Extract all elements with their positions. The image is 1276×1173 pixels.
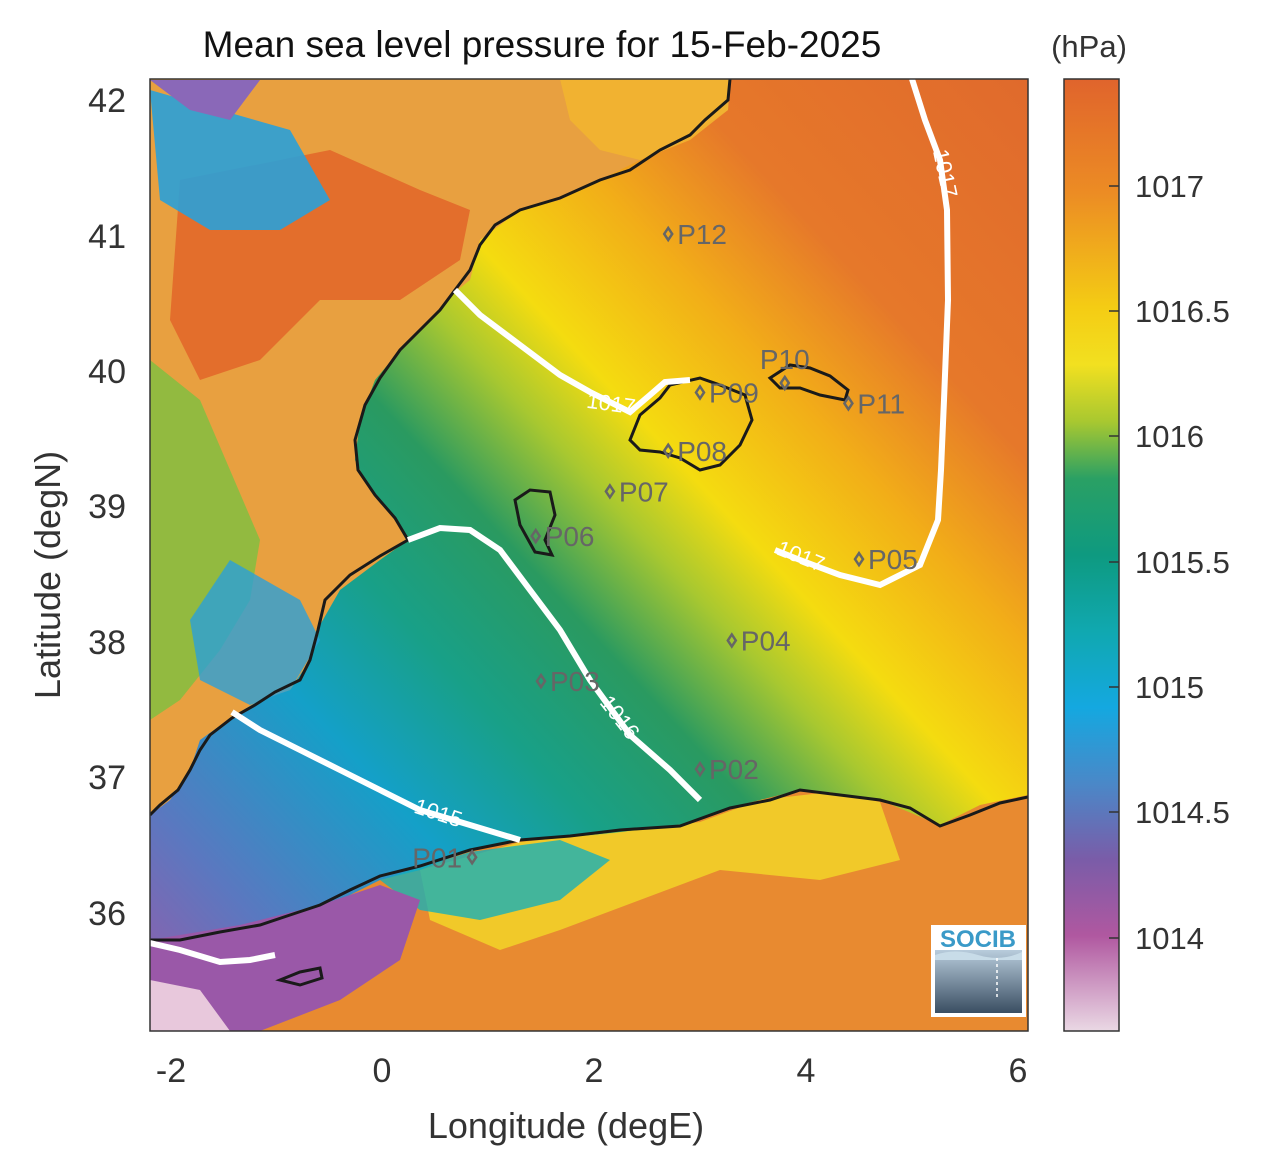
station-marker [466, 848, 478, 866]
station-label: P06 [545, 521, 595, 552]
station-point: P10 [760, 344, 810, 392]
y-tick-label: 39 [88, 488, 126, 526]
iberia-purple-patch [150, 80, 260, 120]
africa-yellow-band [420, 792, 900, 950]
y-tick-label: 37 [88, 759, 126, 797]
y-tick-label: 41 [88, 218, 126, 256]
colorbar-tick-label: 1017 [1135, 169, 1204, 204]
station-label: P04 [741, 625, 791, 656]
station-marker [530, 527, 542, 545]
station-marker [842, 395, 854, 412]
france-land [560, 79, 730, 160]
isobar-1016 [406, 524, 703, 803]
map-area [150, 79, 1028, 1031]
isobar-1017-west [452, 287, 691, 416]
x-tick-label: 4 [797, 1052, 816, 1090]
colorbar-tick-label: 1015.5 [1135, 545, 1230, 580]
station-point: P07 [604, 476, 669, 507]
station-marker [726, 632, 738, 649]
colorbar-tick-label: 1015 [1135, 670, 1204, 705]
colorbar-scale [1063, 78, 1120, 1032]
y-axis-title: Latitude (degN) [27, 451, 68, 699]
x-tick-label: -2 [156, 1052, 186, 1090]
x-axis-title: Longitude (degE) [428, 1105, 704, 1146]
colorbar-tick-label: 1014.5 [1135, 795, 1230, 830]
isobar-1015-south [150, 940, 276, 966]
colorbar-tick-label: 1016 [1135, 419, 1204, 454]
isobars [150, 79, 952, 966]
station-marker [662, 442, 674, 460]
socib-logo: SOCIB [931, 925, 1026, 1017]
station-label: P08 [677, 436, 727, 467]
africa-pink-corner [150, 980, 230, 1031]
colorbar-unit: (hPa) [1051, 29, 1127, 64]
station-label: P10 [760, 344, 810, 375]
x-tick-label: 2 [585, 1052, 604, 1090]
station-label: P05 [868, 544, 918, 575]
colorbar-tick-label: 1014 [1135, 921, 1204, 956]
station-marker [694, 760, 706, 778]
colorbar: 1017 1016.5 1016 1015.5 1015 1014.5 1014 [1063, 78, 1230, 1032]
station-point: P03 [535, 666, 600, 697]
station-label: P03 [550, 666, 600, 697]
y-tick-label: 36 [88, 895, 126, 933]
station-label: P07 [619, 476, 669, 507]
logo-text: SOCIB [940, 926, 1016, 953]
iberia-blue-coast [190, 560, 320, 705]
station-label: P09 [709, 377, 759, 408]
chart-title: Mean sea level pressure for 15-Feb-2025 [203, 24, 882, 65]
station-point: P01 [412, 842, 478, 873]
x-tick-label: 0 [373, 1052, 392, 1090]
isobar-1015 [230, 709, 521, 843]
iberia-green-patch [150, 360, 260, 720]
y-tick-label: 38 [88, 624, 126, 662]
station-point: P02 [694, 754, 759, 785]
plot-frame [149, 78, 1029, 1032]
iberia-blue-patch [150, 90, 330, 230]
colorbar-tick-label: 1016.5 [1135, 294, 1230, 329]
y-axis: 42 41 40 39 38 37 36 Latitude (degN) [27, 82, 126, 933]
y-tick-label: 42 [88, 82, 126, 120]
station-marker [662, 225, 674, 243]
station-point: P04 [726, 625, 791, 656]
station-label: P11 [857, 388, 905, 419]
station-label: P01 [412, 842, 462, 873]
station-point: P09 [694, 377, 759, 408]
africa-purple-west [150, 885, 420, 1031]
isobar-1017-east [773, 79, 952, 589]
station-marker [853, 550, 865, 568]
station-label: P12 [677, 219, 727, 250]
station-point: P08 [662, 436, 727, 467]
station-point: P05 [853, 544, 918, 575]
station-point: P06 [530, 521, 595, 552]
station-point: P11 [842, 388, 905, 419]
station-point: P12 [662, 219, 727, 250]
station-marker [604, 483, 616, 500]
station-marker [779, 374, 791, 392]
y-tick-label: 40 [88, 353, 126, 391]
africa-teal-band [380, 840, 610, 920]
station-marker [694, 384, 706, 401]
station-label: P02 [709, 754, 759, 785]
x-axis: -2 0 2 4 6 Longitude (degE) [156, 1052, 1028, 1146]
station-marker [535, 672, 547, 690]
x-tick-label: 6 [1009, 1052, 1028, 1090]
